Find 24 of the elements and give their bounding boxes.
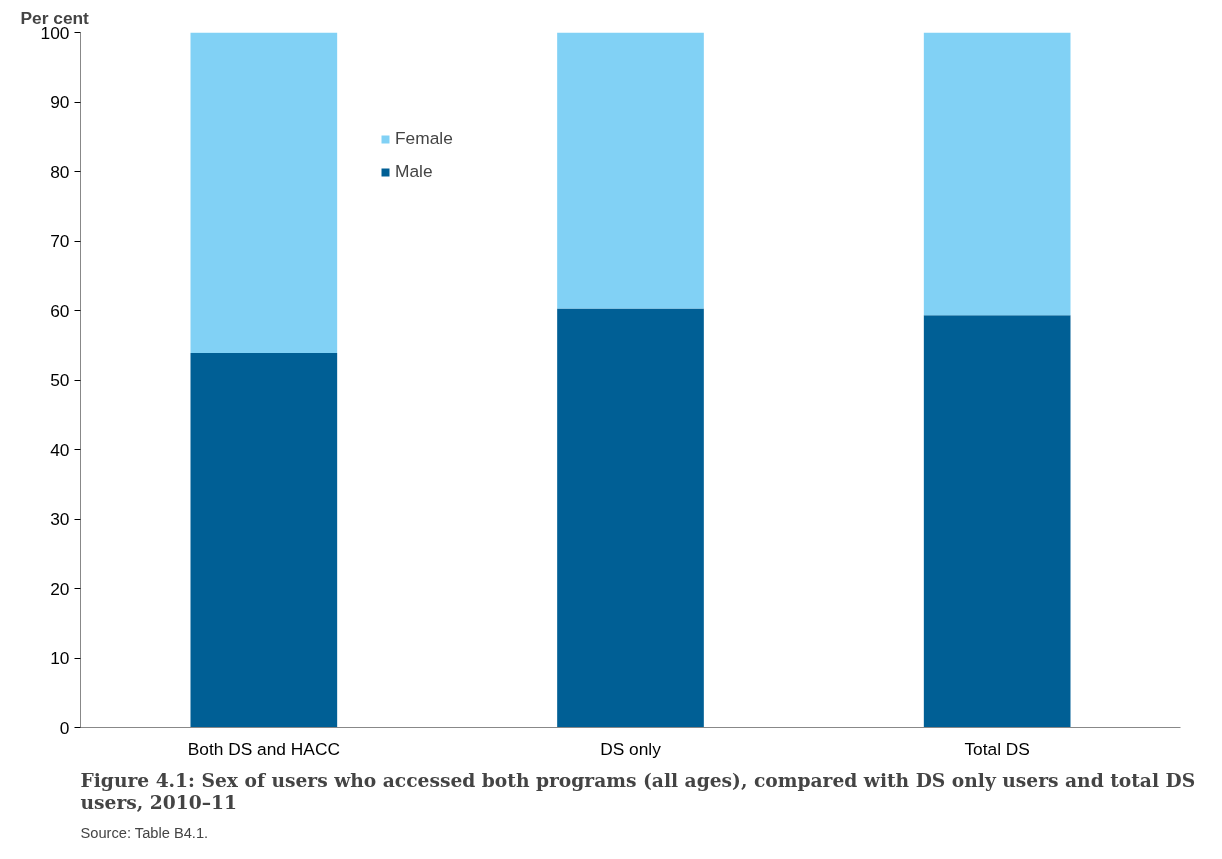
y-axis-title: Per cent — [20, 7, 90, 28]
y-tick-label: 90 — [50, 92, 70, 112]
x-tick-label: Both DS and HACC — [187, 738, 340, 759]
bar — [923, 32, 1071, 316]
x-tick-label: DS only — [600, 738, 662, 759]
y-tick-label: 40 — [50, 439, 70, 460]
y-tick-label: 50 — [50, 370, 70, 390]
bar — [190, 32, 338, 353]
bar — [557, 32, 704, 309]
y-tick-label: 60 — [50, 300, 70, 321]
y-tick-label: 20 — [50, 578, 70, 599]
y-tick-label: 30 — [50, 509, 70, 529]
legend-label: Female — [395, 128, 453, 149]
y-tick-label: 0 — [59, 717, 70, 738]
y-tick-label: 70 — [50, 231, 70, 251]
x-tick-label: Total DS — [964, 738, 1030, 759]
legend-label: Male — [395, 161, 433, 182]
bar — [557, 308, 704, 728]
bar — [190, 352, 338, 728]
source-note: Source: Table B4.1. — [80, 824, 209, 841]
bar — [923, 315, 1071, 728]
y-tick-label: 80 — [50, 161, 70, 182]
text: Figure 4.1: Sex of users who accessed both programs (all ages), compared with DS only users and total DS users, 2010–11 — [80, 768, 1196, 813]
y-tick-label: 10 — [50, 648, 70, 668]
